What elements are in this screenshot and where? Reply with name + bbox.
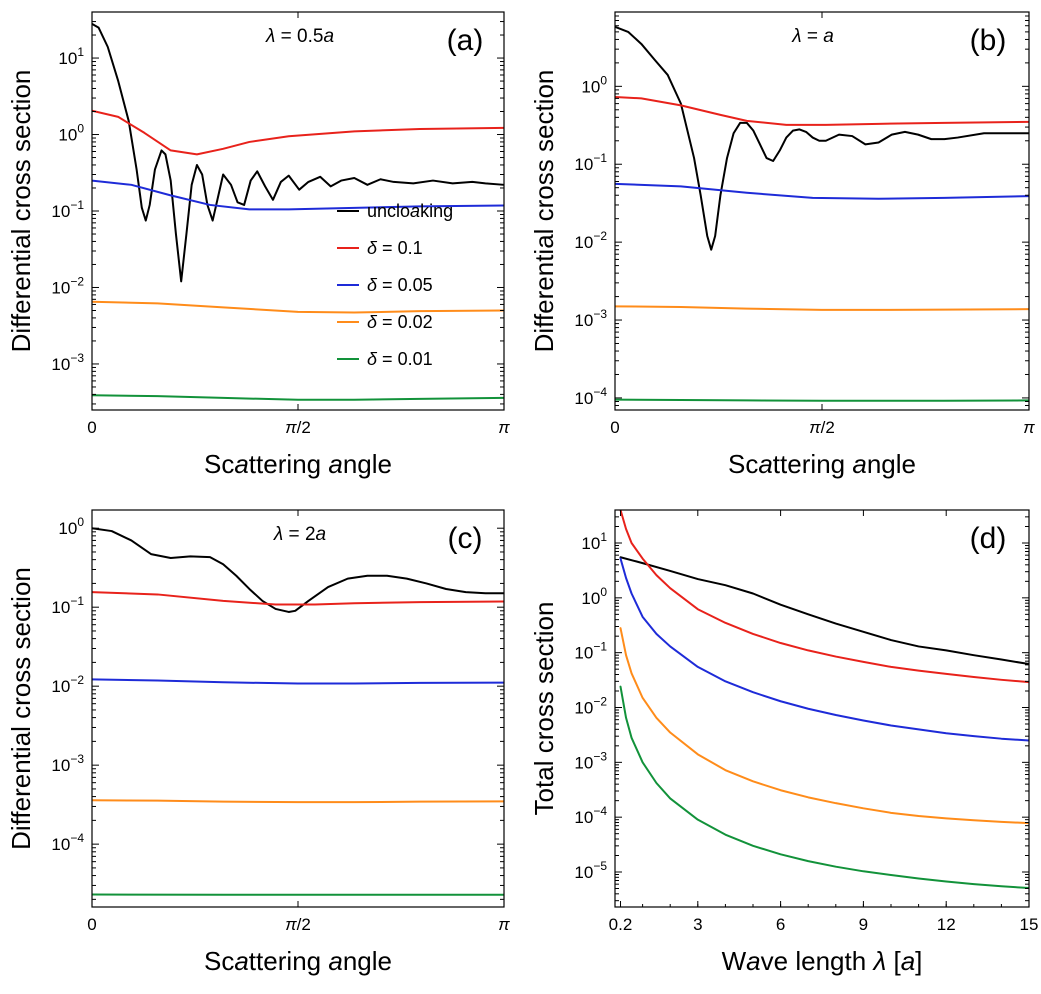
y-axis-title: Differential cross section: [6, 567, 36, 850]
x-tick-label: 0.2: [609, 915, 633, 934]
panel-tag: (d): [970, 522, 1007, 555]
y-tick-label: 10−4: [574, 385, 607, 408]
y-tick-label: 100: [581, 585, 607, 608]
series-line-delta-0.05: [92, 678, 504, 685]
x-tick-label: π/2: [285, 915, 311, 934]
wavelength-label: λ = 2a: [273, 524, 326, 545]
y-tick-label: 10−2: [574, 229, 607, 252]
series-line-uncloaking: [92, 527, 504, 613]
series-line-uncloaking: [619, 556, 1029, 666]
series-line-delta-0.01: [619, 685, 1029, 890]
chart-panel-d: 0.2 3 6 9 12 15 10−5 10−4 10−3 10−2 10−1 100 101 Wave…: [529, 509, 1039, 976]
series-line-uncloaking: [92, 22, 504, 283]
y-tick-label: 100: [58, 515, 84, 538]
y-tick-label: 10−5: [574, 859, 607, 882]
x-tick-label: 0: [87, 418, 96, 437]
y-tick-label: 10−1: [574, 640, 607, 663]
x-tick-label: π: [498, 915, 510, 934]
legend-label: δ = 0.1: [367, 238, 423, 258]
series-line-delta-0.1: [92, 591, 504, 606]
series-line-delta-0.02: [92, 799, 504, 804]
x-tick-label: 9: [859, 915, 868, 934]
x-tick-label: π/2: [809, 418, 835, 437]
y-axis-title: Differential cross section: [6, 70, 36, 353]
chart-panel-c: 0 π/2 π 10−4 10−3 10−2 10−1 100 Scattering angle…: [6, 509, 510, 976]
x-axis-title: Scattering angle: [204, 449, 392, 479]
y-tick-label: 10−1: [51, 198, 84, 221]
x-tick-label: π/2: [285, 418, 311, 437]
legend: uncloaking δ = 0.1 δ = 0.05 δ = 0.02 δ = 0.0…: [337, 201, 453, 369]
y-tick-label: 10−1: [574, 151, 607, 174]
y-tick-label: 10−3: [51, 752, 84, 775]
wavelength-label: λ = 0.5a: [265, 26, 334, 47]
legend-label: uncloaking: [367, 201, 453, 221]
x-axis-title: Scattering angle: [728, 449, 916, 479]
y-tick-label: 10−2: [51, 673, 84, 696]
series-line-delta-0.01: [615, 398, 1029, 402]
series-line-delta-0.02: [619, 627, 1029, 825]
series-line-delta-0.05: [92, 179, 504, 211]
y-axis-title: Differential cross section: [529, 70, 559, 353]
y-tick-label: 10−4: [574, 804, 607, 827]
series-line-delta-0.1: [619, 510, 1029, 684]
panel-tag: (b): [970, 24, 1007, 57]
chart-panel-a: 0 π/2 π 10−3 10−2 10−1 100 101 Scattering angle D…: [6, 11, 510, 479]
series-line-delta-0.02: [92, 300, 504, 314]
y-tick-label: 10−3: [51, 351, 84, 374]
x-axis-title: Scattering angle: [204, 946, 392, 976]
series-line-delta-0.01: [92, 394, 504, 401]
series-line-delta-0.02: [615, 305, 1029, 311]
y-tick-label: 10−2: [51, 274, 84, 297]
x-tick-label: π: [1023, 418, 1035, 437]
x-tick-label: 0: [87, 915, 96, 934]
panel-tag: (a): [447, 24, 484, 57]
y-tick-label: 100: [58, 122, 84, 145]
x-tick-label: 3: [693, 915, 702, 934]
x-tick-label: π: [498, 418, 510, 437]
series-line-delta-0.05: [615, 182, 1029, 200]
y-tick-label: 10−3: [574, 307, 607, 330]
y-tick-label: 10−4: [51, 831, 84, 854]
x-axis-title: Wave length λ [a]: [722, 946, 923, 976]
y-tick-label: 101: [58, 45, 84, 68]
legend-label: δ = 0.02: [367, 312, 433, 332]
y-axis-title: Total cross section: [529, 602, 559, 816]
x-tick-label: 15: [1020, 915, 1039, 934]
x-tick-label: 12: [937, 915, 956, 934]
x-tick-label: 0: [610, 418, 619, 437]
series-line-delta-0.1: [615, 95, 1029, 126]
plot-frame: [614, 11, 1030, 411]
y-tick-label: 10−2: [574, 695, 607, 718]
y-tick-label: 100: [581, 73, 607, 96]
x-tick-label: 6: [776, 915, 785, 934]
series-line-delta-0.1: [92, 109, 504, 156]
wavelength-label: λ = a: [791, 26, 834, 47]
plot-frame: [91, 509, 505, 908]
y-tick-label: 10−3: [574, 749, 607, 772]
series-line-uncloaking: [615, 25, 1029, 251]
plot-frame: [614, 509, 1030, 908]
chart-panel-b: 0 π/2 π 10−4 10−3 10−2 10−1 100 Scattering angle…: [529, 11, 1035, 479]
panel-tag: (c): [448, 522, 483, 555]
legend-label: δ = 0.01: [367, 349, 433, 369]
y-tick-label: 101: [581, 530, 607, 553]
series-line-delta-0.05: [619, 557, 1029, 742]
legend-label: δ = 0.05: [367, 275, 433, 295]
y-tick-label: 10−1: [51, 594, 84, 617]
